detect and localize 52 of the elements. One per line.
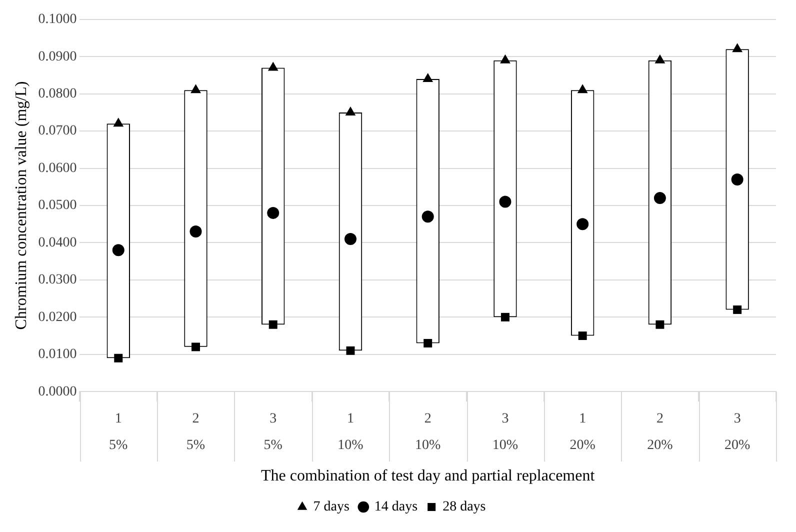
y-tick-label: 0.0000 — [38, 384, 77, 400]
point — [112, 244, 124, 256]
point — [267, 206, 280, 219]
x-tick-label: 1 5% — [109, 412, 128, 454]
point — [577, 84, 588, 94]
y-tick-label: 0.0300 — [38, 272, 77, 288]
point — [654, 192, 666, 204]
x-tick-label: 2 20% — [647, 412, 674, 454]
x-axis-title: The combination of test day and partial replacement — [261, 468, 596, 485]
y-tick-label: 0.0800 — [38, 86, 77, 102]
point — [654, 54, 666, 64]
y-axis-title: Chromium concentration value (mg/L) — [12, 81, 30, 330]
x-tick-label: 2 5% — [186, 412, 206, 454]
legend-label: 7 days — [313, 500, 350, 515]
legend-label: 28 days — [442, 500, 486, 515]
point — [422, 72, 434, 82]
point — [268, 320, 278, 329]
y-tick-label: 0.0100 — [38, 347, 77, 362]
point — [344, 233, 356, 245]
y-tick-label: 0.0600 — [38, 160, 77, 176]
point — [576, 218, 589, 230]
point — [268, 62, 278, 71]
point — [190, 84, 201, 94]
x-tick-label: 3 20% — [724, 412, 750, 454]
point — [192, 342, 200, 352]
y-tick-label: 0.0900 — [38, 49, 77, 64]
point — [424, 338, 432, 348]
y-tick-label: 0.0700 — [38, 124, 77, 139]
y-tick-label: 0.0400 — [38, 235, 77, 250]
legend-label: 14 days — [374, 500, 418, 515]
x-tick-label: 1 10% — [338, 412, 364, 454]
point — [733, 305, 742, 314]
point — [731, 173, 744, 186]
point — [499, 196, 512, 208]
point — [346, 346, 355, 355]
point — [422, 210, 434, 223]
point — [500, 312, 510, 322]
x-tick-label: 3 5% — [264, 412, 283, 454]
x-tick-label: 2 10% — [415, 412, 442, 454]
x-tick-label: 3 10% — [492, 412, 518, 454]
point — [345, 106, 356, 116]
point — [500, 54, 510, 64]
point — [656, 320, 664, 329]
x-tick-label: 1 20% — [570, 412, 596, 454]
point — [190, 226, 202, 238]
point — [113, 118, 124, 127]
point — [732, 43, 743, 52]
y-tick-label: 0.0200 — [38, 310, 77, 325]
point — [114, 354, 123, 362]
y-tick-label: 0.1000 — [38, 12, 77, 28]
y-tick-label: 0.0500 — [38, 198, 77, 214]
point — [578, 332, 587, 340]
